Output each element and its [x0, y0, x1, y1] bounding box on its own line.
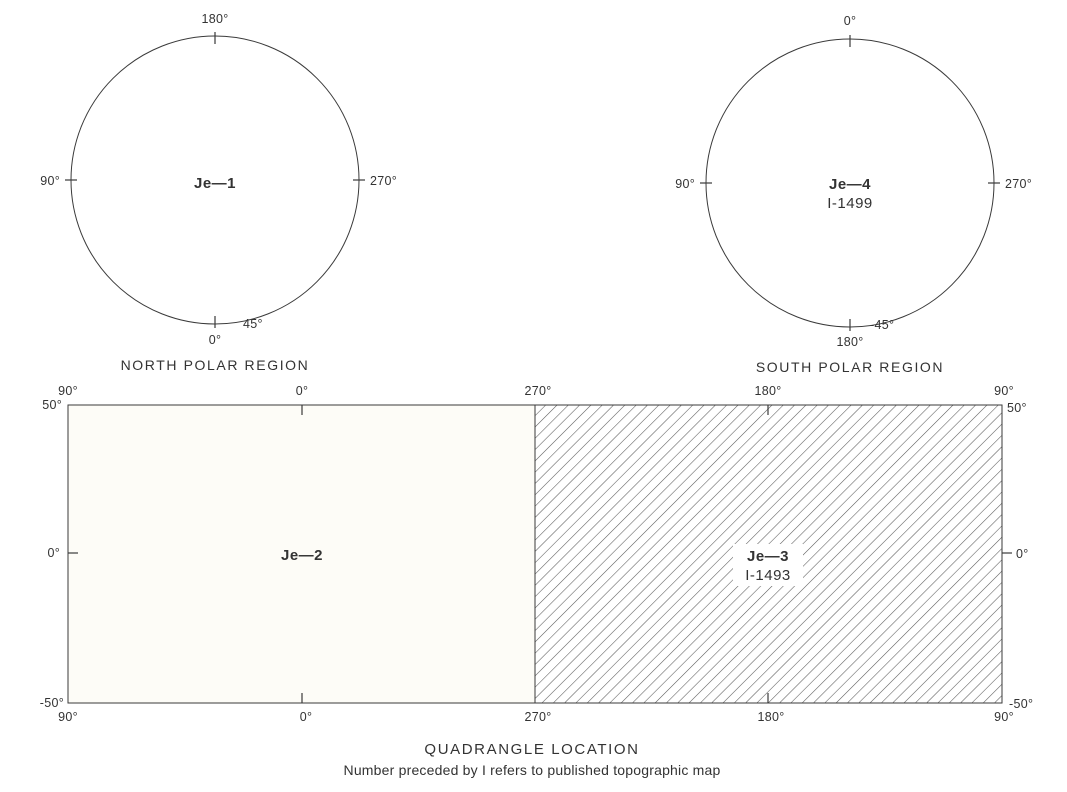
north-polar-caption: NORTH POLAR REGION [121, 357, 310, 373]
top-longitude-label: 90° [994, 384, 1014, 398]
top-longitude-label: 90° [58, 384, 78, 398]
right-latitude-label: -50° [1009, 697, 1033, 711]
left-latitude-label: 50° [42, 398, 62, 412]
bottom-longitude-label: 180° [757, 710, 784, 724]
south-polar-map: 0° 90° 270° 180° -45° Je—4 I-1499 SOUTH … [675, 14, 1032, 375]
left-latitude-label: 0° [47, 546, 60, 560]
map-number-i1493: I-1493 [745, 567, 791, 584]
north-polar-bottom-longitude: 0° [209, 333, 222, 347]
north-polar-top-longitude: 180° [201, 12, 228, 26]
quadrangle-je2 [68, 405, 535, 703]
north-polar-right-longitude: 270° [370, 174, 397, 188]
south-polar-top-longitude: 0° [844, 14, 857, 28]
south-polar-right-longitude: 270° [1005, 177, 1032, 191]
top-longitude-label: 0° [296, 384, 309, 398]
north-polar-map: 180° 90° 270° 0° 45° Je—1 NORTH POLAR RE… [40, 12, 397, 373]
figure-caption: QUADRANGLE LOCATION [424, 741, 639, 758]
south-polar-left-longitude: 90° [675, 177, 695, 191]
quadrangle-label-je3: Je—3 [747, 548, 789, 565]
equatorial-map: 90° 0° 270° 180° 90° 90° 0° 270° 180° 90… [40, 384, 1033, 724]
right-latitude-label: 0° [1016, 547, 1029, 561]
quadrangle-label-je1: Je—1 [194, 175, 236, 192]
south-polar-caption: SOUTH POLAR REGION [756, 359, 944, 375]
bottom-longitude-label: 90° [994, 710, 1014, 724]
top-longitude-label: 180° [754, 384, 781, 398]
north-polar-left-longitude: 90° [40, 174, 60, 188]
bottom-longitude-label: 90° [58, 710, 78, 724]
south-polar-bottom-longitude: 180° [836, 335, 863, 349]
top-longitude-label: 270° [524, 384, 551, 398]
quadrangle-label-je4: Je—4 [829, 176, 871, 193]
map-number-i1499: I-1499 [827, 195, 873, 212]
bottom-longitude-label: 0° [300, 710, 313, 724]
right-latitude-label: 50° [1007, 401, 1027, 415]
south-polar-latitude-label: -45° [870, 318, 894, 332]
north-polar-latitude-label: 45° [243, 317, 263, 331]
quadrangle-label-je2: Je—2 [281, 547, 323, 564]
bottom-longitude-label: 270° [524, 710, 551, 724]
left-latitude-label: -50° [40, 696, 64, 710]
figure-note: Number preceded by I refers to published… [344, 762, 721, 778]
je3-label-background [733, 544, 803, 586]
